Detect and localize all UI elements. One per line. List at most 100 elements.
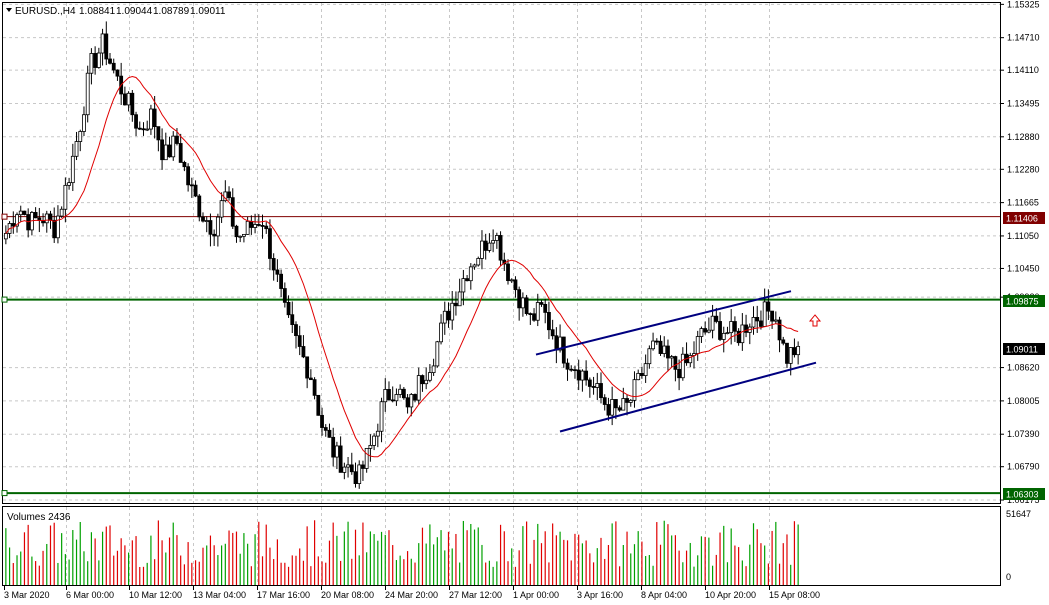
candle bbox=[238, 235, 243, 243]
candle bbox=[788, 347, 793, 376]
time-tick-label: 17 Mar 16:00 bbox=[257, 590, 310, 600]
ohlc-open: 1.08841 bbox=[79, 6, 116, 17]
candle bbox=[294, 321, 298, 349]
candle bbox=[22, 210, 27, 216]
candle bbox=[718, 312, 722, 342]
up-arrow-icon bbox=[808, 314, 822, 327]
candle bbox=[111, 58, 116, 74]
candle bbox=[472, 263, 477, 270]
candle bbox=[465, 275, 469, 282]
candle bbox=[576, 359, 581, 391]
candle bbox=[621, 387, 626, 411]
candle bbox=[353, 462, 358, 488]
candle bbox=[372, 433, 377, 451]
candle bbox=[141, 122, 146, 136]
candle bbox=[792, 338, 797, 358]
candle bbox=[435, 340, 440, 368]
candle bbox=[759, 310, 763, 330]
candle bbox=[520, 292, 525, 317]
price-tick-label: 1.11665 bbox=[1007, 198, 1039, 208]
candle bbox=[450, 290, 455, 330]
candle bbox=[424, 367, 429, 390]
symbol-label: EURUSD.,H4 bbox=[15, 6, 76, 17]
price-tag-red: 1.11406 bbox=[1003, 212, 1045, 224]
candle bbox=[480, 230, 484, 270]
channel-upper-line[interactable] bbox=[535, 290, 792, 356]
candle bbox=[744, 314, 748, 338]
price-tick-label: 1.08620 bbox=[1007, 363, 1040, 373]
candle bbox=[387, 381, 391, 401]
candle bbox=[230, 188, 235, 229]
candle bbox=[171, 131, 176, 161]
candle bbox=[461, 269, 466, 306]
candle bbox=[126, 91, 131, 112]
candle bbox=[268, 219, 272, 271]
candle bbox=[82, 106, 86, 136]
candle bbox=[658, 335, 663, 356]
candle bbox=[96, 47, 101, 69]
candle bbox=[483, 233, 488, 260]
time-tick-label: 10 Mar 12:00 bbox=[129, 590, 182, 600]
candle bbox=[591, 376, 596, 395]
candle bbox=[182, 160, 187, 172]
candle bbox=[156, 126, 161, 152]
candle bbox=[565, 358, 570, 381]
time-axis: 3 Mar 2020 6 Mar 00:00 10 Mar 12:00 13 Mar … bbox=[4, 586, 820, 600]
candle bbox=[134, 111, 138, 137]
candle bbox=[766, 289, 771, 321]
candle bbox=[152, 95, 157, 139]
candle bbox=[398, 384, 403, 398]
candle bbox=[532, 308, 536, 322]
level-handle bbox=[1, 490, 8, 497]
candle bbox=[643, 354, 648, 383]
candle bbox=[662, 336, 667, 358]
candle bbox=[513, 276, 518, 298]
candle bbox=[454, 291, 458, 316]
candle bbox=[108, 53, 112, 65]
candle bbox=[599, 372, 603, 404]
dropdown-triangle-icon[interactable] bbox=[6, 8, 12, 12]
candle bbox=[457, 278, 462, 307]
price-tick-label: 1.08005 bbox=[1007, 396, 1040, 406]
candle bbox=[617, 405, 622, 412]
candle bbox=[699, 326, 704, 343]
candle bbox=[163, 132, 168, 161]
candle bbox=[751, 306, 756, 335]
candle bbox=[584, 360, 589, 386]
candle bbox=[346, 456, 350, 478]
time-tick-label: 24 Mar 20:00 bbox=[385, 590, 438, 600]
candle bbox=[468, 263, 473, 290]
volume-zero-label: 0 bbox=[1006, 572, 1011, 582]
candle bbox=[517, 286, 522, 321]
candle bbox=[33, 207, 38, 219]
candle bbox=[733, 316, 737, 342]
candle bbox=[201, 212, 205, 223]
price-tick-label: 1.12880 bbox=[1007, 132, 1040, 142]
volumes-label: Volumes 2436 bbox=[7, 512, 71, 523]
candle bbox=[703, 321, 708, 335]
channel-lower-line[interactable] bbox=[559, 361, 817, 433]
candle bbox=[331, 427, 336, 467]
candle bbox=[673, 355, 678, 382]
candle bbox=[628, 399, 633, 407]
price-tick-label: 1.10450 bbox=[1007, 263, 1040, 273]
candle bbox=[654, 338, 659, 345]
candle bbox=[666, 339, 670, 372]
candle bbox=[561, 336, 566, 368]
candle bbox=[338, 436, 343, 473]
candle bbox=[785, 342, 789, 368]
candle bbox=[349, 452, 354, 475]
candle bbox=[301, 335, 306, 359]
candle bbox=[383, 378, 388, 412]
price-tag-current: 1.09011 bbox=[1003, 343, 1045, 355]
candle bbox=[539, 300, 544, 307]
candle bbox=[245, 217, 250, 235]
candle bbox=[446, 302, 451, 328]
candle bbox=[636, 369, 641, 381]
candle bbox=[312, 377, 317, 400]
ohlc-low: 1.08789 bbox=[153, 6, 190, 17]
candle bbox=[204, 216, 209, 233]
candle bbox=[547, 301, 551, 340]
candle bbox=[569, 365, 574, 372]
